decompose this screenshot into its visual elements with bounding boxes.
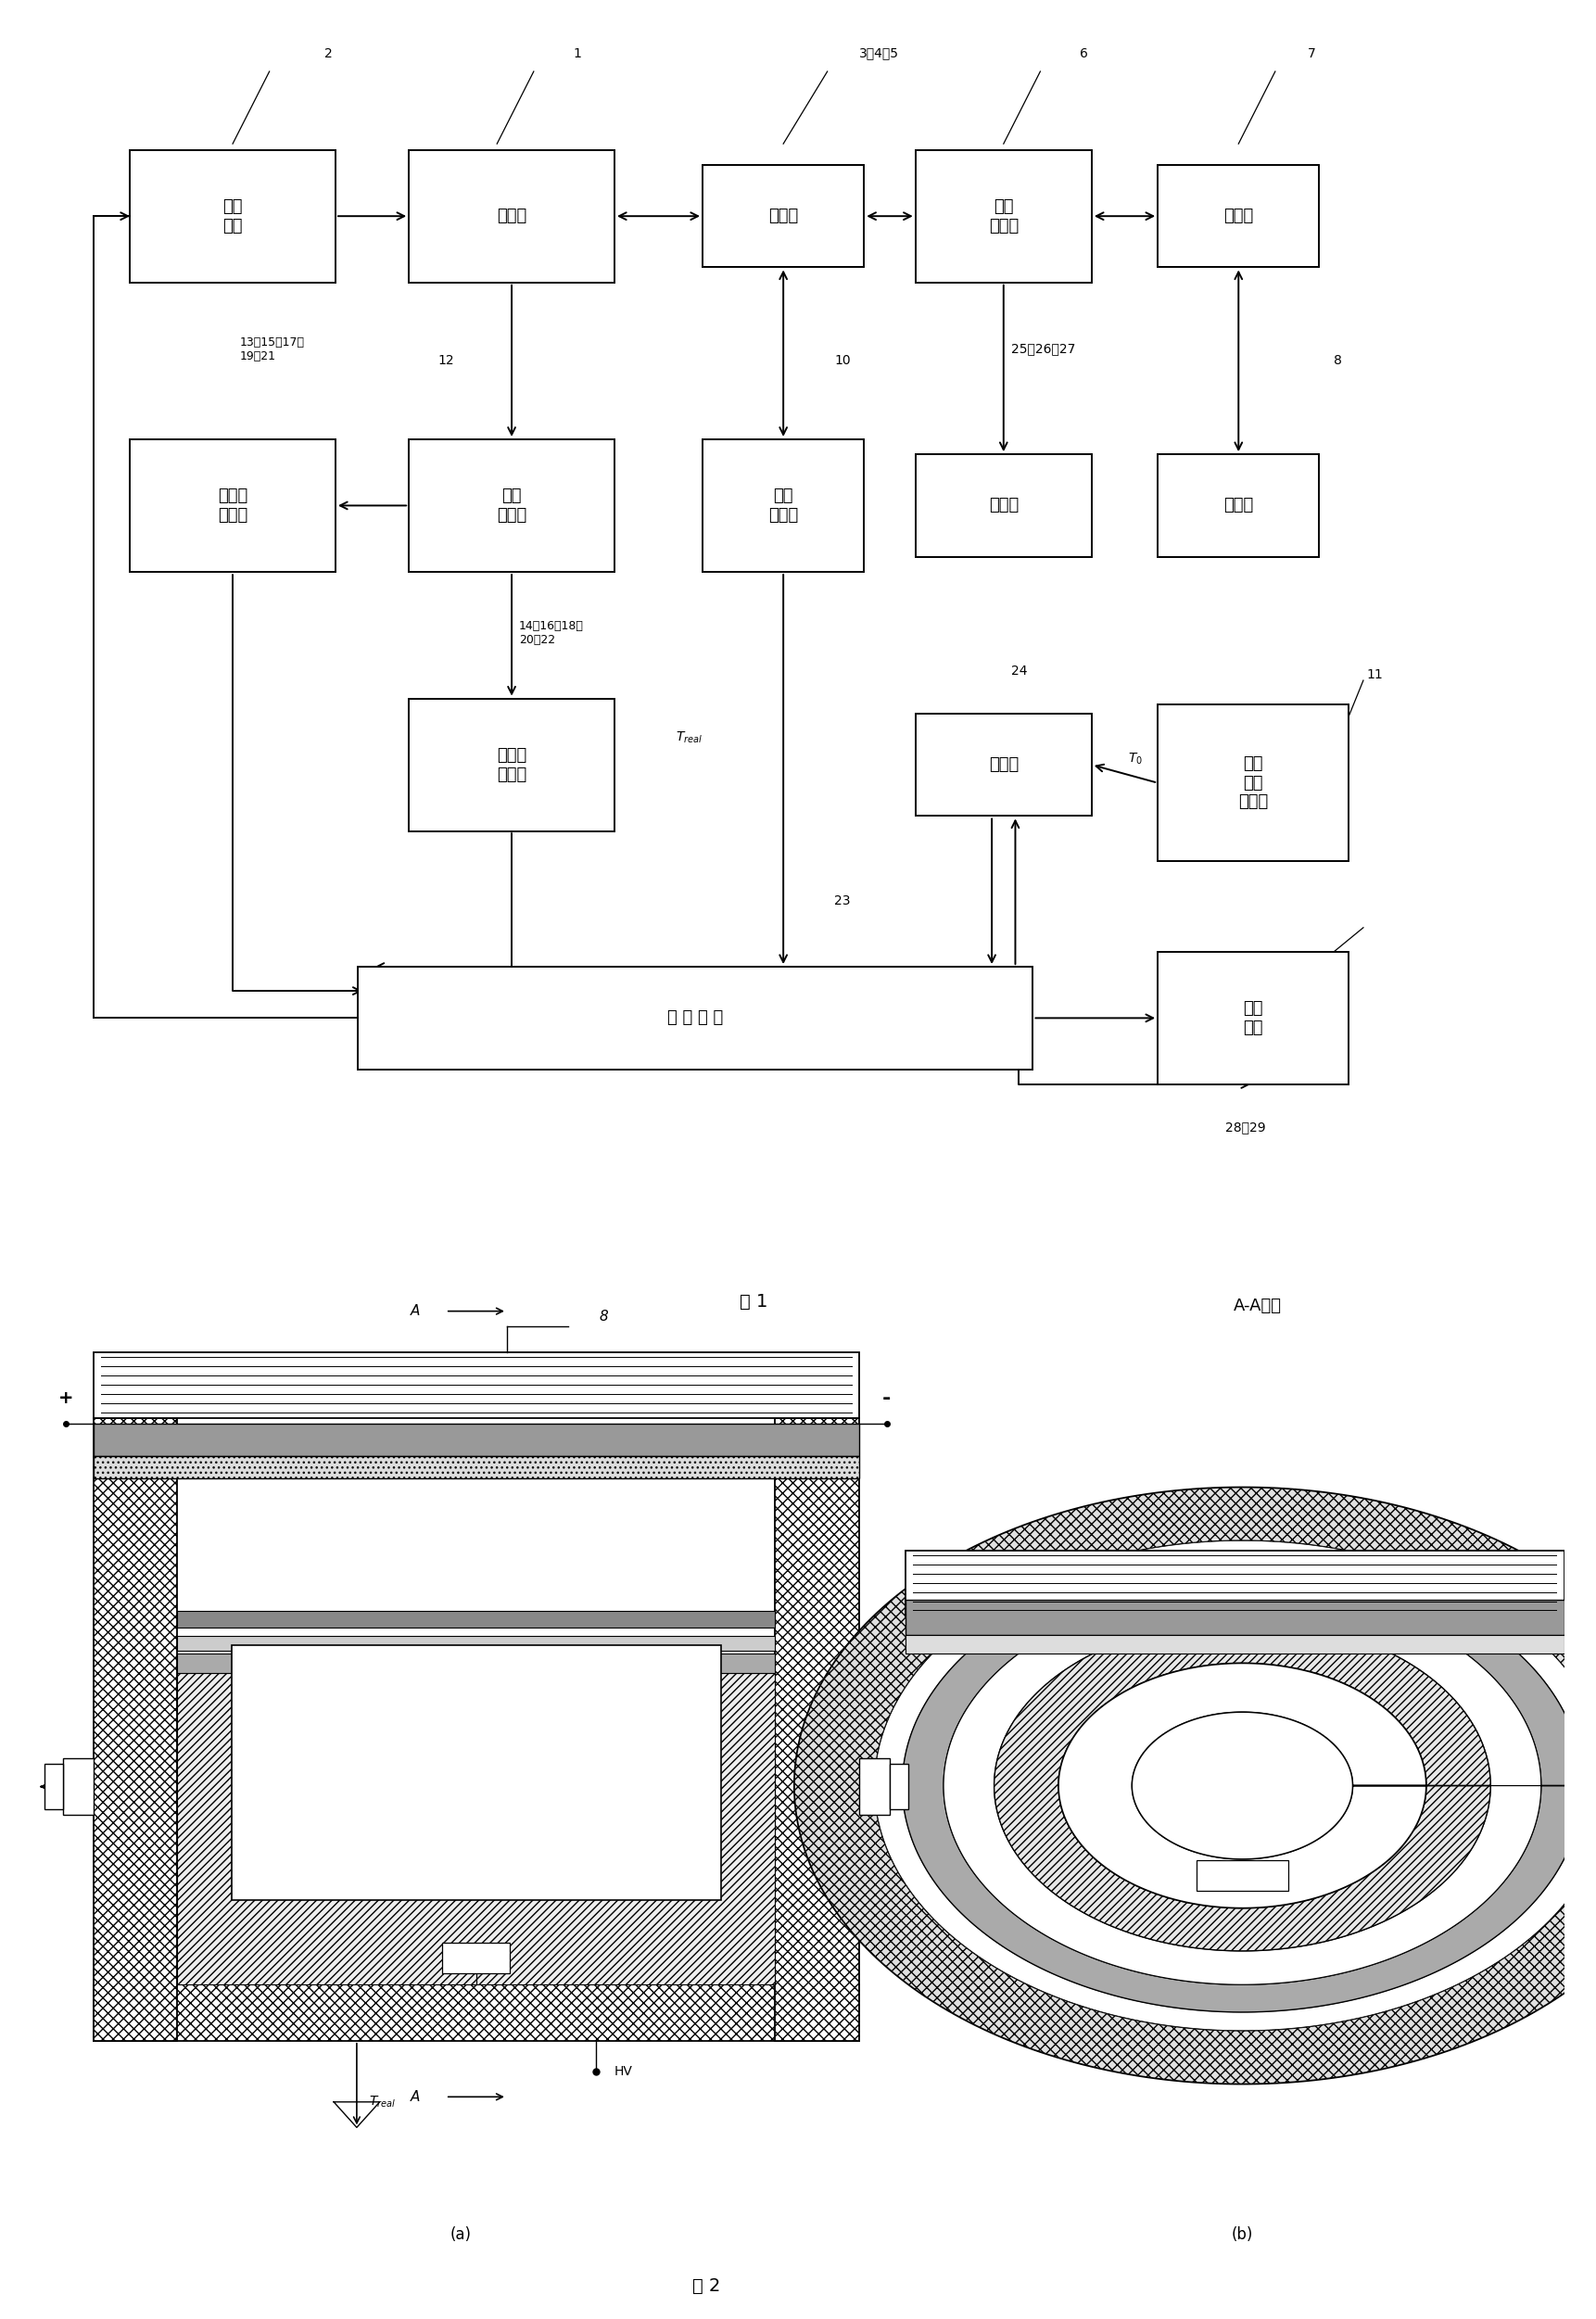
- Polygon shape: [902, 1558, 1583, 2013]
- Bar: [93, 1424, 859, 1456]
- Text: $T_{real}$: $T_{real}$: [675, 730, 702, 744]
- Bar: [905, 1549, 1564, 1616]
- Bar: [93, 1456, 859, 1480]
- Text: 1: 1: [1548, 1653, 1558, 1667]
- Text: (a): (a): [450, 2226, 471, 2242]
- Text: 驱动器: 驱动器: [988, 756, 1018, 772]
- Text: 3: 3: [1548, 1769, 1558, 1781]
- Bar: [905, 1635, 1564, 1653]
- Text: 环境
温度
传感器: 环境 温度 传感器: [1238, 756, 1269, 812]
- FancyBboxPatch shape: [702, 165, 863, 267]
- Text: 12: 12: [437, 355, 453, 366]
- Text: 7: 7: [1307, 46, 1317, 60]
- Bar: [93, 1352, 859, 1419]
- Text: A: A: [410, 1303, 420, 1317]
- FancyBboxPatch shape: [1157, 165, 1320, 267]
- Text: A: A: [410, 2089, 420, 2103]
- Text: 高压
电源: 高压 电源: [223, 197, 243, 234]
- Polygon shape: [1132, 1711, 1353, 1860]
- Text: 14、16、18、
20、22: 14、16、18、 20、22: [519, 619, 584, 647]
- FancyBboxPatch shape: [916, 714, 1092, 816]
- Text: 28、29: 28、29: [1226, 1120, 1266, 1134]
- FancyBboxPatch shape: [916, 151, 1092, 283]
- Text: 25、26、27: 25、26、27: [1010, 343, 1076, 355]
- FancyBboxPatch shape: [409, 438, 614, 573]
- Text: 散热器: 散热器: [1224, 496, 1253, 515]
- Bar: [45, 1765, 62, 1809]
- Polygon shape: [795, 1486, 1596, 2085]
- FancyBboxPatch shape: [1157, 455, 1320, 557]
- Text: 图 1: 图 1: [741, 1292, 768, 1310]
- FancyBboxPatch shape: [358, 967, 1033, 1069]
- Bar: [859, 1758, 891, 1816]
- FancyBboxPatch shape: [129, 151, 335, 283]
- Text: 2: 2: [324, 46, 332, 60]
- Text: 5: 5: [1548, 1589, 1558, 1600]
- Text: 功率检
测采集: 功率检 测采集: [217, 487, 247, 524]
- FancyBboxPatch shape: [129, 438, 335, 573]
- Text: 23: 23: [835, 895, 851, 907]
- Text: 11: 11: [1366, 668, 1382, 682]
- Text: 偏振
分光器: 偏振 分光器: [496, 487, 527, 524]
- Text: 10: 10: [835, 355, 851, 366]
- Text: 13、15、17、
19、21: 13、15、17、 19、21: [239, 336, 305, 362]
- Bar: [442, 1943, 511, 1973]
- Text: 激光管: 激光管: [496, 209, 527, 225]
- Bar: [93, 1419, 177, 2041]
- Text: HV: HV: [614, 2064, 632, 2078]
- Bar: [177, 1653, 776, 1672]
- Bar: [93, 1985, 859, 2041]
- FancyBboxPatch shape: [409, 698, 614, 830]
- Text: 24: 24: [1010, 666, 1028, 677]
- Text: 8: 8: [1334, 355, 1342, 366]
- Text: 4: 4: [1548, 1621, 1558, 1635]
- Text: 控制器: 控制器: [988, 496, 1018, 515]
- Text: -: -: [883, 1389, 891, 1408]
- Text: 状态
指示: 状态 指示: [1243, 999, 1262, 1037]
- Bar: [891, 1765, 908, 1809]
- Bar: [231, 1644, 721, 1899]
- Polygon shape: [943, 1586, 1542, 1985]
- Text: 10: 10: [935, 1790, 953, 1802]
- Bar: [177, 1672, 776, 1985]
- Bar: [177, 1637, 776, 1651]
- Polygon shape: [994, 1621, 1491, 1950]
- Text: 3、4、5: 3、4、5: [859, 46, 899, 60]
- Polygon shape: [875, 1540, 1596, 2031]
- Text: (b): (b): [1232, 2226, 1253, 2242]
- Text: 图 2: 图 2: [693, 2277, 720, 2293]
- Text: 7: 7: [935, 1656, 945, 1670]
- Text: 导热层: 导热层: [1224, 209, 1253, 225]
- Text: $T_{real}$: $T_{real}$: [369, 2094, 396, 2110]
- Bar: [1197, 1860, 1288, 1890]
- Text: 1: 1: [573, 46, 583, 60]
- Text: 功率检
测采集: 功率检 测采集: [496, 747, 527, 784]
- Text: 微 处 理 器: 微 处 理 器: [667, 1009, 723, 1027]
- Text: 9: 9: [1548, 1820, 1558, 1832]
- Polygon shape: [1058, 1663, 1427, 1909]
- Text: +: +: [57, 1389, 73, 1408]
- Bar: [62, 1758, 93, 1816]
- Text: 热电
致冷器: 热电 致冷器: [988, 197, 1018, 234]
- FancyBboxPatch shape: [916, 455, 1092, 557]
- Text: 温度
传感器: 温度 传感器: [768, 487, 798, 524]
- Text: 导热层: 导热层: [768, 209, 798, 225]
- FancyBboxPatch shape: [1157, 951, 1349, 1085]
- FancyBboxPatch shape: [1157, 705, 1349, 860]
- Text: 8: 8: [598, 1310, 608, 1324]
- Bar: [905, 1600, 1564, 1635]
- Text: A-A剖面: A-A剖面: [1234, 1299, 1282, 1315]
- Text: 6: 6: [1548, 1558, 1558, 1572]
- Text: $T_0$: $T_0$: [1128, 751, 1143, 765]
- Text: 6: 6: [1080, 46, 1088, 60]
- FancyBboxPatch shape: [409, 151, 614, 283]
- FancyBboxPatch shape: [702, 438, 863, 573]
- Bar: [776, 1419, 859, 2041]
- Bar: [177, 1612, 776, 1628]
